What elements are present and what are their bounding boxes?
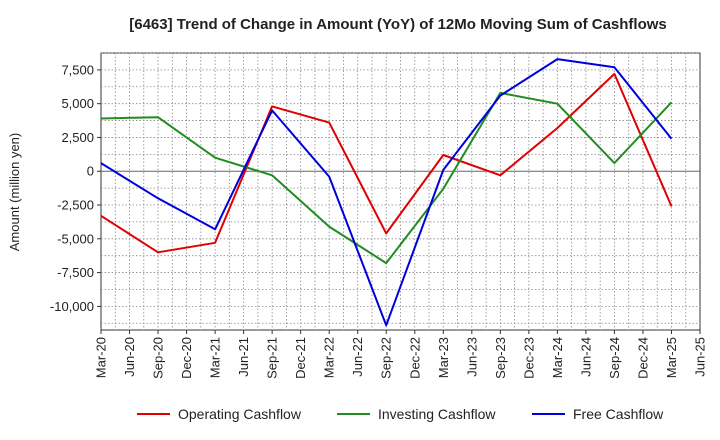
y-tick-label: 5,000 xyxy=(61,96,94,111)
grid xyxy=(101,52,700,330)
legend: Operating Cashflow Investing Cashflow Free… xyxy=(137,406,664,422)
x-tick-label: Jun-21 xyxy=(236,337,251,377)
x-tick-label: Sep-20 xyxy=(151,337,166,379)
y-axis-label: Amount (million yen) xyxy=(7,133,22,252)
legend-label-free-cashflow: Free Cashflow xyxy=(573,406,664,422)
x-tick-label: Jun-22 xyxy=(350,337,365,377)
x-tick-label: Sep-23 xyxy=(493,337,508,379)
x-tick-label: Mar-20 xyxy=(94,337,109,378)
series-line-investing-cashflow xyxy=(100,91,673,265)
x-tick-label: Mar-25 xyxy=(664,337,679,378)
y-tick-label: -10,000 xyxy=(50,299,94,314)
y-tick-labels: 7,500 5,000 2,500 0 -2,500 -5,000 -7,500 -10,00… xyxy=(50,62,101,314)
x-tick-label: Jun-23 xyxy=(464,337,479,377)
legend-label-investing-cashflow: Investing Cashflow xyxy=(378,406,496,422)
x-tick-label: Dec-20 xyxy=(179,337,194,379)
x-tick-label: Dec-24 xyxy=(635,337,650,379)
x-tick-label: Mar-21 xyxy=(208,337,223,378)
x-tick-label: Mar-23 xyxy=(436,337,451,378)
x-tick-label: Dec-23 xyxy=(521,337,536,379)
y-tick-label: -5,000 xyxy=(57,231,94,246)
series-line-free-cashflow xyxy=(100,58,673,327)
x-tick-label: Jun-24 xyxy=(578,337,593,377)
x-tick-labels: Mar-20 Jun-20 Sep-20 Dec-20 Mar-21 Jun-21 Sep-… xyxy=(94,330,708,379)
y-tick-label: -7,500 xyxy=(57,265,94,280)
x-tick-label: Dec-21 xyxy=(293,337,308,379)
y-tick-label: 7,500 xyxy=(61,62,94,77)
x-tick-label: Jun-20 xyxy=(122,337,137,377)
y-tick-label: 2,500 xyxy=(61,130,94,145)
x-tick-label: Sep-21 xyxy=(265,337,280,379)
x-tick-label: Sep-24 xyxy=(607,337,622,379)
legend-label-operating-cashflow: Operating Cashflow xyxy=(178,406,302,422)
x-tick-label: Mar-24 xyxy=(550,337,565,378)
series-line-operating-cashflow xyxy=(100,72,673,254)
x-tick-label: Dec-22 xyxy=(407,337,422,379)
y-tick-label: 0 xyxy=(87,164,94,179)
x-tick-label: Jun-25 xyxy=(693,337,708,377)
chart-title: [6463] Trend of Change in Amount (YoY) o… xyxy=(129,16,667,33)
y-tick-label: -2,500 xyxy=(57,198,94,213)
x-tick-label: Mar-22 xyxy=(322,337,337,378)
x-tick-label: Sep-22 xyxy=(379,337,394,379)
series-lines xyxy=(100,58,673,327)
